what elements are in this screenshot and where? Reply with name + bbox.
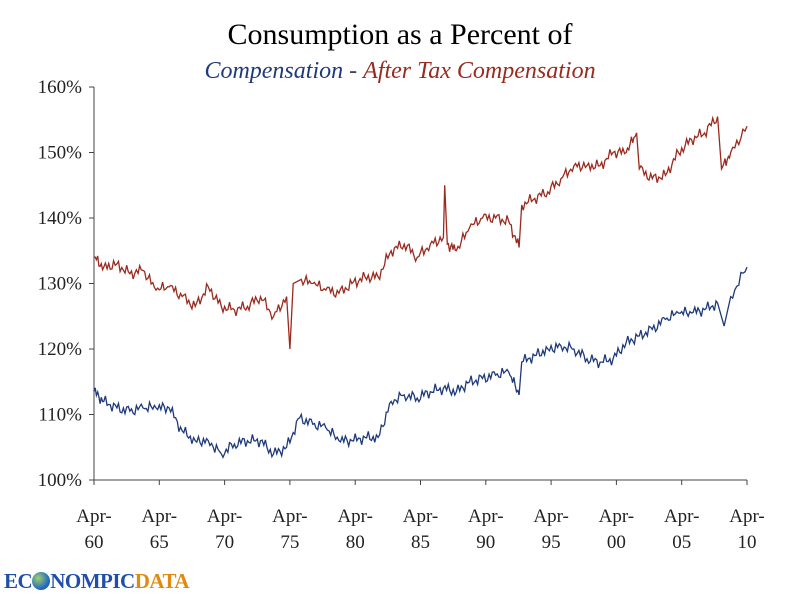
x-tick-label-month: Apr- xyxy=(533,506,569,527)
x-tick-label-month: Apr- xyxy=(272,506,308,527)
y-tick-label: 100% xyxy=(38,470,83,491)
series-line-compensation xyxy=(93,266,748,459)
x-tick-label-year: 60 xyxy=(85,532,104,553)
logo-text-blue-1: EC xyxy=(4,569,33,593)
x-tick-label-year: 85 xyxy=(411,532,430,553)
x-tick-label-month: Apr- xyxy=(664,506,700,527)
x-tick-label-month: Apr- xyxy=(337,506,373,527)
x-tick-label-month: Apr- xyxy=(76,506,112,527)
y-tick-label: 150% xyxy=(38,143,83,164)
y-tick-label: 120% xyxy=(38,339,83,360)
x-tick-label-year: 00 xyxy=(607,532,626,553)
x-tick-label-year: 75 xyxy=(280,532,299,553)
subtitle-separator: - xyxy=(343,58,364,84)
x-tick-label-year: 95 xyxy=(542,532,561,553)
y-tick-label: 130% xyxy=(38,274,83,295)
x-tick-label-month: Apr- xyxy=(142,506,178,527)
series-line-after-tax-compensation xyxy=(93,115,748,350)
legend-after-tax: After Tax Compensation xyxy=(363,58,596,84)
logo-text-orange: DATA xyxy=(134,569,190,593)
y-tick-label: 110% xyxy=(38,405,82,426)
x-tick-label-year: 70 xyxy=(215,532,234,553)
chart-subtitle: Compensation - After Tax Compensation xyxy=(0,58,800,85)
x-tick-label-year: 90 xyxy=(476,532,495,553)
economicdata-logo: EC NOMPICDATA xyxy=(4,569,190,594)
y-tick-label: 160% xyxy=(38,77,83,98)
x-tick-label-month: Apr- xyxy=(468,506,504,527)
x-tick-label-month: Apr- xyxy=(599,506,635,527)
x-tick-label-month: Apr- xyxy=(403,506,439,527)
x-tick-label-year: 10 xyxy=(738,532,757,553)
globe-icon xyxy=(32,572,51,590)
legend-compensation: Compensation xyxy=(204,58,344,84)
x-tick-label-month: Apr- xyxy=(207,506,243,527)
y-tick-label: 140% xyxy=(38,208,83,229)
x-tick-label-year: 65 xyxy=(150,532,169,553)
x-tick-label-month: Apr- xyxy=(729,506,765,527)
chart-title: Consumption as a Percent of xyxy=(227,18,573,51)
x-tick-label-year: 05 xyxy=(672,532,691,553)
x-tick-label-year: 80 xyxy=(346,532,365,553)
logo-text-blue-2: NOMPIC xyxy=(50,569,135,593)
